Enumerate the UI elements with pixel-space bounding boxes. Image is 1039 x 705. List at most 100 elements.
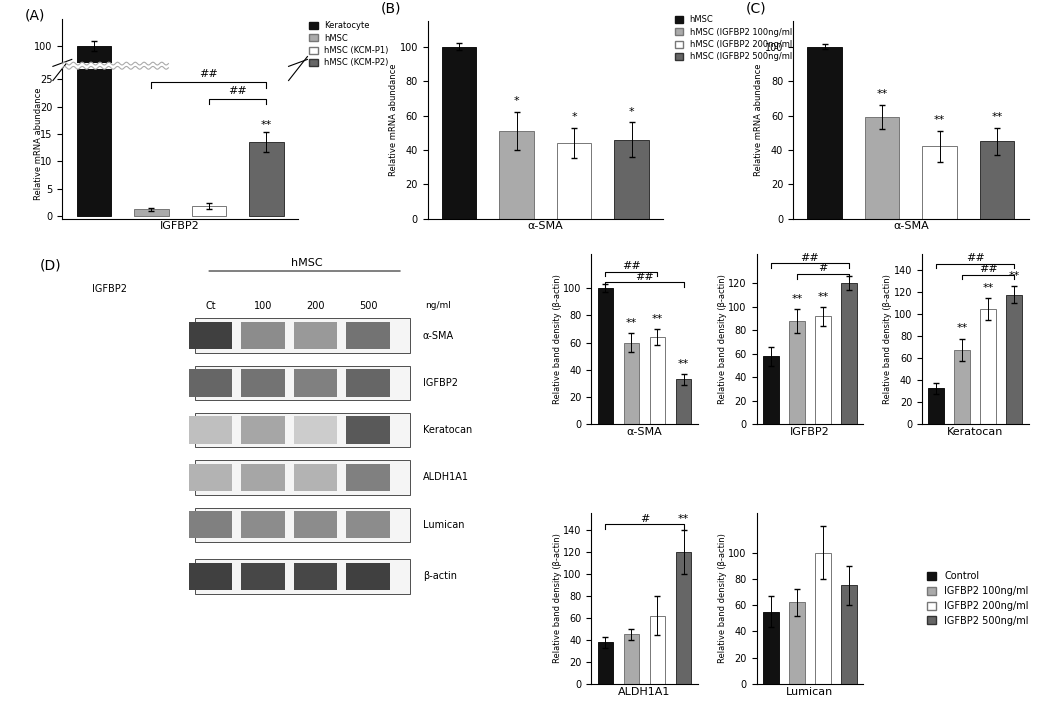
Bar [929,388,944,424]
FancyBboxPatch shape [195,559,409,594]
Text: **: ** [983,283,994,293]
FancyBboxPatch shape [346,369,390,397]
Text: **: ** [677,359,689,369]
Legend: Control, IGFBP2 100ng/ml, IGFBP2 200ng/ml, IGFBP2 500ng/ml: Control, IGFBP2 100ng/ml, IGFBP2 200ng/m… [927,571,1029,626]
Text: **: ** [625,318,637,328]
Text: Keratocan: Keratocan [423,425,472,435]
FancyBboxPatch shape [195,508,409,542]
Y-axis label: Relative band density (β-actin): Relative band density (β-actin) [553,274,562,404]
Bar [789,603,804,684]
FancyBboxPatch shape [241,369,285,397]
X-axis label: ALDH1A1: ALDH1A1 [618,687,670,697]
Text: β-actin: β-actin [423,571,457,582]
Bar [623,634,639,684]
Bar [815,316,831,424]
FancyBboxPatch shape [346,464,390,491]
Text: IGFBP2: IGFBP2 [92,284,128,294]
Text: **: ** [991,111,1003,122]
X-axis label: Lumican: Lumican [787,687,833,697]
Text: 500: 500 [358,301,377,311]
FancyBboxPatch shape [195,319,409,352]
FancyBboxPatch shape [294,417,338,444]
Text: **: ** [792,294,802,304]
FancyBboxPatch shape [189,464,233,491]
Bar [923,147,957,219]
Bar [955,350,970,424]
Bar [649,615,665,684]
X-axis label: α-SMA: α-SMA [627,427,662,437]
Text: (D): (D) [39,258,61,272]
Bar [134,209,168,216]
Text: *: * [514,96,520,106]
Text: α-SMA: α-SMA [423,331,454,341]
Text: (B): (B) [380,1,401,16]
Bar [77,47,111,380]
Text: 200: 200 [307,301,325,311]
Text: ##: ## [635,272,654,282]
Text: **: ** [957,324,968,333]
X-axis label: IGFBP2: IGFBP2 [160,221,201,231]
Bar [623,343,639,424]
Y-axis label: Relative band density (β-actin): Relative band density (β-actin) [553,534,561,663]
Bar [191,206,227,216]
Y-axis label: Relative mRNA abundance: Relative mRNA abundance [754,63,764,176]
FancyBboxPatch shape [189,321,233,349]
Text: IGFBP2: IGFBP2 [423,378,458,388]
X-axis label: Keratocan: Keratocan [948,427,1004,437]
Y-axis label: Relative band density (β-actin): Relative band density (β-actin) [883,274,893,404]
X-axis label: IGFBP2: IGFBP2 [790,427,830,437]
Bar [442,47,477,219]
Bar [597,288,613,424]
Text: (C): (C) [746,1,767,16]
Text: hMSC: hMSC [291,258,322,268]
Y-axis label: Relative band density (β-actin): Relative band density (β-actin) [718,274,727,404]
Text: ##: ## [229,86,247,96]
Text: #: # [818,263,828,274]
Bar [815,553,831,684]
Bar [249,335,284,380]
FancyBboxPatch shape [195,366,409,400]
FancyBboxPatch shape [346,321,390,349]
Bar [807,47,842,219]
Text: Lumican: Lumican [423,520,464,529]
Text: **: ** [1009,271,1020,281]
Bar [842,283,857,424]
X-axis label: α-SMA: α-SMA [893,221,929,231]
Bar [675,552,691,684]
Text: ng/ml: ng/ml [425,301,451,310]
FancyBboxPatch shape [346,511,390,539]
Text: **: ** [877,90,887,99]
Bar [614,140,649,219]
FancyBboxPatch shape [294,321,338,349]
Bar [980,141,1014,219]
Text: ##: ## [199,69,218,80]
Y-axis label: Relative mRNA abundance: Relative mRNA abundance [390,63,398,176]
FancyBboxPatch shape [189,563,233,590]
Bar [763,356,778,424]
Bar [500,131,534,219]
Y-axis label: Relative mRNA abundance: Relative mRNA abundance [34,87,44,200]
X-axis label: α-SMA: α-SMA [528,221,563,231]
FancyBboxPatch shape [195,413,409,447]
Text: **: ** [934,115,945,125]
FancyBboxPatch shape [346,563,390,590]
Text: *: * [571,111,577,122]
FancyBboxPatch shape [294,563,338,590]
Bar [191,374,227,380]
FancyBboxPatch shape [294,464,338,491]
FancyBboxPatch shape [195,460,409,495]
Legend: Keratocyte, hMSC, hMSC (KCM-P1), hMSC (KCM-P2): Keratocyte, hMSC, hMSC (KCM-P1), hMSC (K… [310,21,389,68]
Y-axis label: Relative band density (β-actin): Relative band density (β-actin) [718,534,727,663]
Bar [981,309,996,424]
Text: **: ** [677,514,689,525]
Bar [789,321,804,424]
FancyBboxPatch shape [189,417,233,444]
FancyBboxPatch shape [294,369,338,397]
FancyBboxPatch shape [241,563,285,590]
Text: ALDH1A1: ALDH1A1 [423,472,469,482]
Legend: hMSC, hMSC (IGFBP2 100ng/ml), hMSC (IGFBP2 200ng/ml), hMSC (IGFBP2 500ng/ml): hMSC, hMSC (IGFBP2 100ng/ml), hMSC (IGFB… [674,16,795,61]
Bar [557,143,591,219]
Bar [649,337,665,424]
Bar [864,117,900,219]
Bar [597,642,613,684]
